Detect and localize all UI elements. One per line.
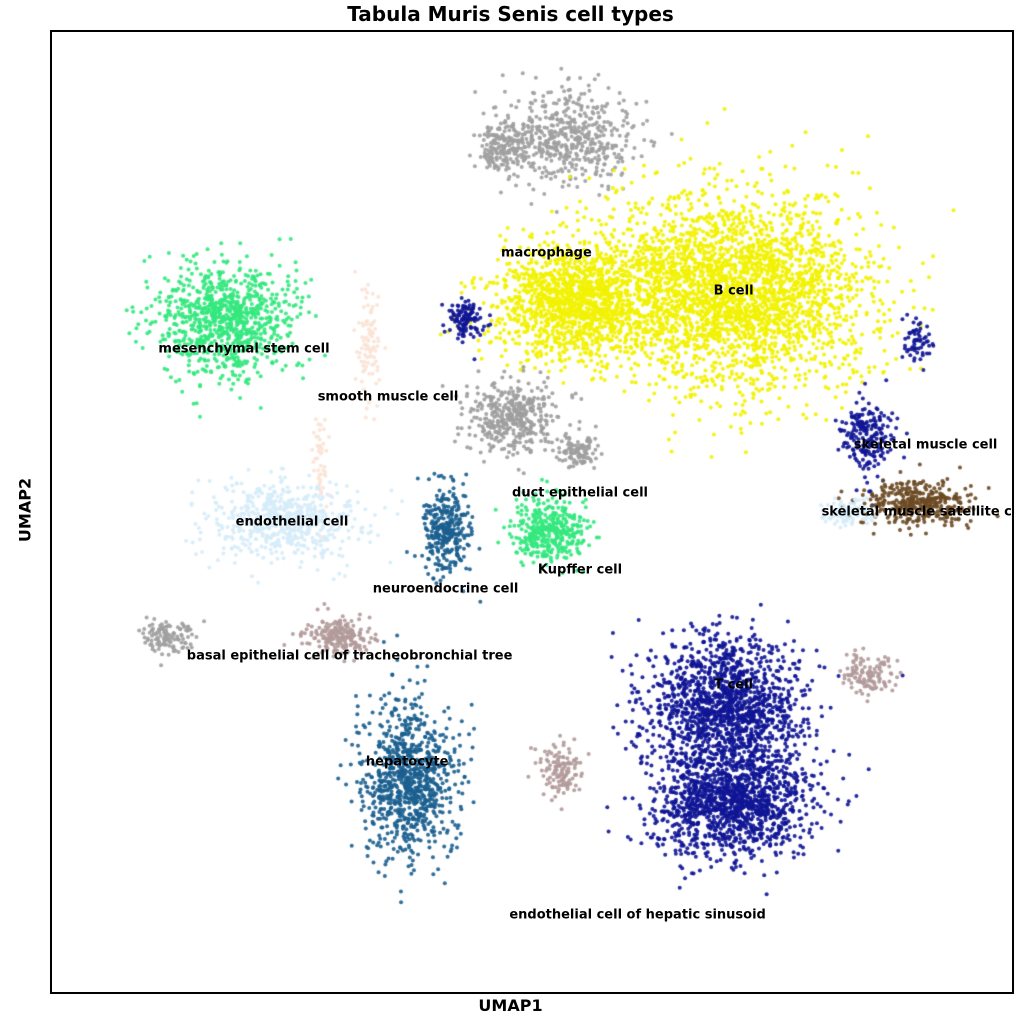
annotation-layer: macrophage B cell mesenchymal stem cell smo… (52, 32, 1012, 992)
cluster-label: macrophage (501, 245, 592, 260)
cluster-label: endothelial cell of hepatic sinusoid (509, 908, 766, 923)
cluster-label: endothelial cell (236, 514, 349, 529)
plot-area: macrophage B cell mesenchymal stem cell smo… (50, 30, 1014, 994)
figure: Tabula Muris Senis cell types UMAP2 macr… (0, 0, 1021, 1028)
cluster-label: T cell (714, 677, 753, 692)
y-axis-label: UMAP2 (16, 478, 35, 542)
cluster-label: mesenchymal stem cell (158, 341, 329, 356)
cluster-label: skeletal muscle cell (854, 437, 998, 452)
cluster-label: basal epithelial cell of tracheobronchia… (187, 649, 513, 664)
cluster-label: Kupffer cell (538, 562, 622, 577)
cluster-label: neuroendocrine cell (373, 581, 519, 596)
cluster-label: duct epithelial cell (512, 485, 648, 500)
cluster-label: hepatocyte (366, 754, 449, 769)
cluster-label: skeletal muscle satellite cell (822, 505, 1014, 520)
x-axis-label: UMAP1 (0, 996, 1021, 1015)
chart-title: Tabula Muris Senis cell types (0, 2, 1021, 26)
cluster-label: smooth muscle cell (318, 389, 459, 404)
cluster-label: B cell (714, 284, 754, 299)
